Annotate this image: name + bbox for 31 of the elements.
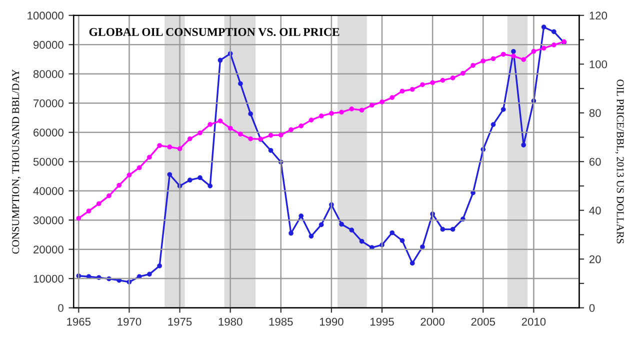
x-tick-label: 1995 — [370, 318, 394, 326]
y2-tick-label: 40 — [589, 206, 601, 214]
x-tick-label: 2000 — [420, 318, 444, 326]
x-tick-label: 1990 — [320, 318, 344, 326]
y2-tick-label: 120 — [590, 12, 608, 20]
y-tick-label: 80000 — [33, 70, 64, 78]
y-tick-label: 20000 — [34, 246, 64, 254]
y-tick-label: 30000 — [33, 216, 64, 224]
x-tick-label: 2005 — [471, 318, 496, 326]
x-tick-label: 1965 — [67, 318, 91, 326]
x-tick-label: 1980 — [218, 318, 242, 326]
y-tick-label: 40000 — [33, 187, 64, 195]
y-tick-label: 70000 — [34, 99, 64, 108]
x-tick-label: 2010 — [522, 318, 546, 326]
y2-axis-title: OIL PRICE/BBL, 2013 US DOLLARS — [615, 80, 624, 244]
text: GLOBAL OIL CONSUMPTION VS. OIL PRICE — [89, 28, 340, 36]
y-tick-label: 90000 — [34, 40, 64, 49]
y-tick-label: 0 — [58, 304, 64, 312]
x-tick-label: 1985 — [269, 318, 293, 326]
y2-tick-label: 60 — [589, 158, 601, 166]
y2-tick-label: 0 — [589, 304, 595, 312]
y-axis-title: CONSUMPTION, THOUSAND BBL/DAY — [12, 69, 21, 254]
x-tick-label: 1975 — [168, 318, 192, 326]
y-tick-label: 60000 — [34, 128, 64, 136]
y2-tick-label: 80 — [589, 109, 601, 117]
y-tick-label: 100000 — [28, 12, 64, 20]
y-tick-label: 50000 — [33, 158, 64, 166]
y2-tick-label: 100 — [590, 60, 608, 68]
y2-tick-label: 20 — [589, 255, 601, 264]
x-tick-label: 1970 — [118, 318, 142, 326]
y-tick-label: 10000 — [34, 274, 64, 283]
